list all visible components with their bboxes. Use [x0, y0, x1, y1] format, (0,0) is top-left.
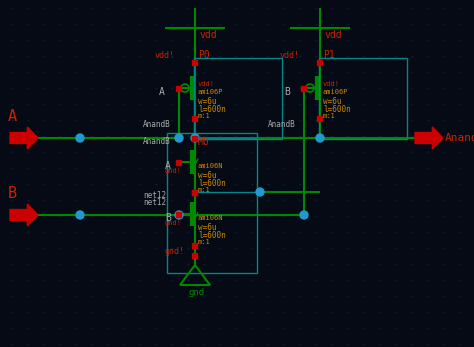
Bar [176, 160, 182, 164]
Polygon shape [415, 127, 443, 149]
Bar [192, 189, 198, 195]
Bar [301, 85, 307, 91]
Bar [176, 85, 182, 91]
Text: w=6u: w=6u [323, 97, 341, 106]
Text: ami06N: ami06N [198, 163, 224, 169]
Text: ami06N: ami06N [198, 215, 224, 221]
Polygon shape [10, 127, 38, 149]
Circle shape [76, 211, 84, 219]
Text: A: A [165, 161, 171, 171]
Text: l=600n: l=600n [198, 179, 226, 188]
Circle shape [175, 134, 183, 142]
Text: l=600n: l=600n [323, 105, 351, 114]
Text: net12: net12 [143, 198, 166, 207]
Bar [192, 189, 198, 195]
Text: vdd: vdd [200, 30, 218, 40]
Text: l=600n: l=600n [198, 231, 226, 240]
Circle shape [256, 188, 264, 196]
Text: net12: net12 [143, 191, 166, 200]
Text: A: A [159, 87, 165, 97]
Text: ami06P: ami06P [323, 89, 348, 95]
Bar [319, 58, 407, 139]
Text: gnd!: gnd! [165, 168, 182, 174]
Text: m:1: m:1 [198, 239, 211, 245]
Circle shape [175, 211, 183, 219]
Text: P1: P1 [323, 50, 335, 60]
Text: vdd: vdd [325, 30, 343, 40]
Bar [192, 135, 198, 141]
Bar [318, 116, 322, 120]
Text: w=6u: w=6u [198, 171, 217, 180]
Text: gnd!: gnd! [165, 220, 182, 226]
Text: ami06P: ami06P [198, 89, 224, 95]
Text: B: B [284, 87, 290, 97]
Bar [192, 253, 198, 257]
Text: m:1: m:1 [323, 113, 336, 119]
Polygon shape [10, 204, 38, 226]
Text: AnandB: AnandB [445, 133, 474, 143]
Text: P0: P0 [198, 50, 210, 60]
Text: gnd!: gnd! [165, 247, 185, 256]
Text: vdd!: vdd! [198, 81, 215, 87]
Text: vdd!: vdd! [323, 81, 340, 87]
Text: A: A [8, 109, 17, 124]
Text: m:1: m:1 [198, 113, 211, 119]
Circle shape [300, 211, 308, 219]
Text: AnandB: AnandB [143, 137, 171, 146]
Circle shape [316, 134, 324, 142]
Bar [194, 58, 282, 139]
Text: w=6u: w=6u [198, 223, 217, 232]
Circle shape [191, 134, 199, 142]
Text: M0: M0 [198, 137, 210, 147]
Text: m:1: m:1 [198, 187, 211, 193]
Text: w=6u: w=6u [198, 97, 217, 106]
Circle shape [76, 134, 84, 142]
Bar [167, 133, 257, 273]
Text: gnd: gnd [189, 288, 205, 297]
Bar [192, 59, 198, 65]
Bar [192, 116, 198, 120]
Text: vdd!: vdd! [155, 51, 175, 60]
Text: l=600n: l=600n [198, 105, 226, 114]
Bar [192, 243, 198, 247]
Text: B: B [165, 213, 171, 223]
Bar [318, 59, 322, 65]
Text: AnandB: AnandB [268, 120, 296, 129]
Bar [176, 212, 182, 217]
Text: vdd!: vdd! [280, 51, 300, 60]
Text: AnandB: AnandB [143, 120, 171, 129]
Text: B: B [8, 186, 17, 201]
